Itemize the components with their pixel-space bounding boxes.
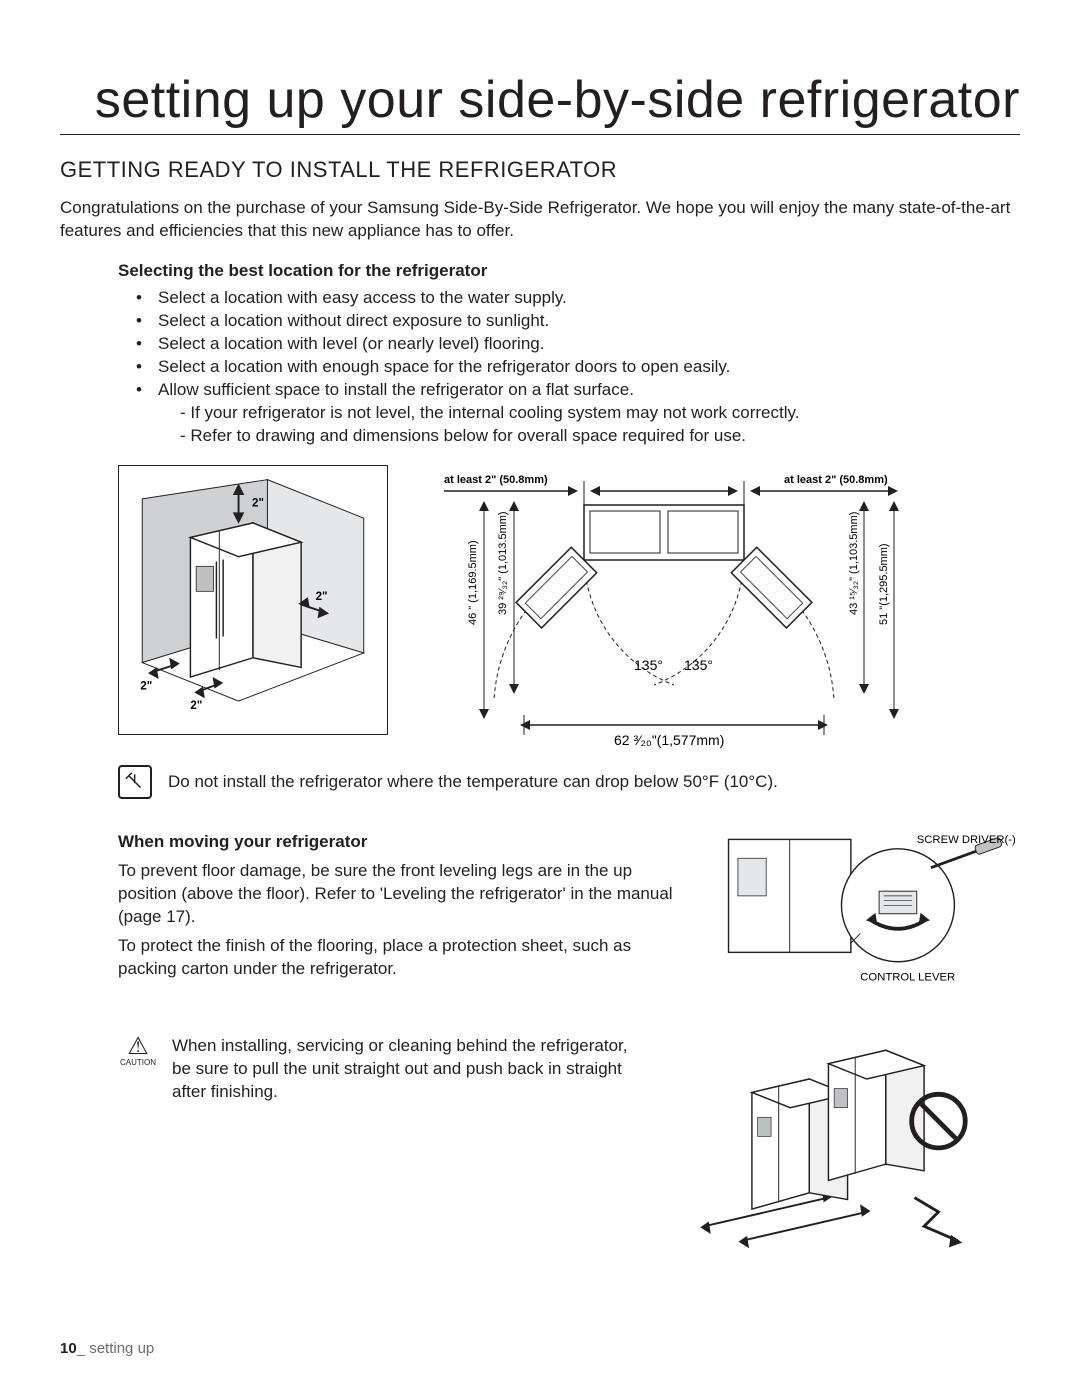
- moving-p1: To prevent floor damage, be sure the fro…: [118, 860, 680, 929]
- list-item: Select a location with enough space for …: [158, 356, 1020, 379]
- pull-straight-figure: [656, 1035, 1020, 1255]
- footer-label: setting up: [89, 1340, 154, 1357]
- moving-heading: When moving your refrigerator: [118, 831, 680, 854]
- intro-paragraph: Congratulations on the purchase of your …: [60, 197, 1020, 243]
- at-least-left-label: at least 2" (50.8mm): [444, 474, 548, 486]
- clearance-front-label: 2": [190, 700, 202, 712]
- location-sub-bullets: If your refrigerator is not level, the i…: [180, 402, 1020, 448]
- at-least-right-label: at least 2" (50.8mm): [784, 474, 888, 486]
- dim-43-label: 43 ¹⁵⁄₃₂" (1,103.5mm): [848, 512, 860, 615]
- note-icon: [118, 765, 152, 799]
- list-item: Select a location with level (or nearly …: [158, 333, 1020, 356]
- caution-text: When installing, servicing or cleaning b…: [172, 1035, 642, 1255]
- leveling-leg-figure: SCREW DRIVER(-) CONTROL LEVER: [710, 825, 1020, 995]
- moving-row: When moving your refrigerator To prevent…: [118, 825, 1020, 995]
- list-item: Select a location without direct exposur…: [158, 310, 1020, 333]
- clearance-right-label: 2": [316, 591, 328, 603]
- location-heading: Selecting the best location for the refr…: [118, 261, 1020, 281]
- screw-driver-label: SCREW DRIVER(-): [917, 835, 1015, 847]
- section-heading: GETTING READY TO INSTALL THE REFRIGERATO…: [60, 157, 1020, 183]
- angle-right-label: 135°: [684, 657, 713, 673]
- list-item: Allow sufficient space to install the re…: [158, 379, 1020, 402]
- temperature-note-text: Do not install the refrigerator where th…: [168, 772, 778, 792]
- dim-39-label: 39 ²⁹⁄₃₂" (1,013.5mm): [497, 512, 509, 616]
- temperature-note-row: Do not install the refrigerator where th…: [118, 765, 1020, 799]
- clearance-left-label: 2": [140, 681, 152, 693]
- clearance-top-label: 2": [252, 498, 264, 510]
- page-footer: 10_ setting up: [60, 1340, 154, 1357]
- door-swing-diagram: at least 2" (50.8mm) at least 2" (50.8mm…: [408, 465, 1020, 755]
- dim-51-label: 51 "(1,295.5mm): [878, 544, 890, 626]
- clearance-diagram: 2" 2" 2" 2": [118, 465, 388, 735]
- list-item: If your refrigerator is not level, the i…: [180, 402, 1020, 425]
- list-item: Select a location with easy access to th…: [158, 287, 1020, 310]
- moving-p2: To protect the finish of the flooring, p…: [118, 935, 680, 981]
- caution-icon: ⚠ CAUTION: [118, 1035, 158, 1255]
- control-lever-label: CONTROL LEVER: [860, 972, 955, 984]
- angle-left-label: 135°: [634, 657, 663, 673]
- dim-62-label: 62 ³⁄₂₀"(1,577mm): [614, 732, 724, 748]
- caution-label: CAUTION: [118, 1059, 158, 1067]
- dim-46-label: 46 " (1,169.5mm): [467, 541, 479, 626]
- page-title: setting up your side-by-side refrigerato…: [60, 70, 1020, 135]
- diagram-row: 2" 2" 2" 2" at least 2" (50.8mm): [118, 465, 1020, 755]
- list-item: Refer to drawing and dimensions below fo…: [180, 425, 1020, 448]
- page-number: 10: [60, 1340, 77, 1357]
- caution-row: ⚠ CAUTION When installing, servicing or …: [118, 1035, 1020, 1255]
- location-bullets: Select a location with easy access to th…: [158, 287, 1020, 402]
